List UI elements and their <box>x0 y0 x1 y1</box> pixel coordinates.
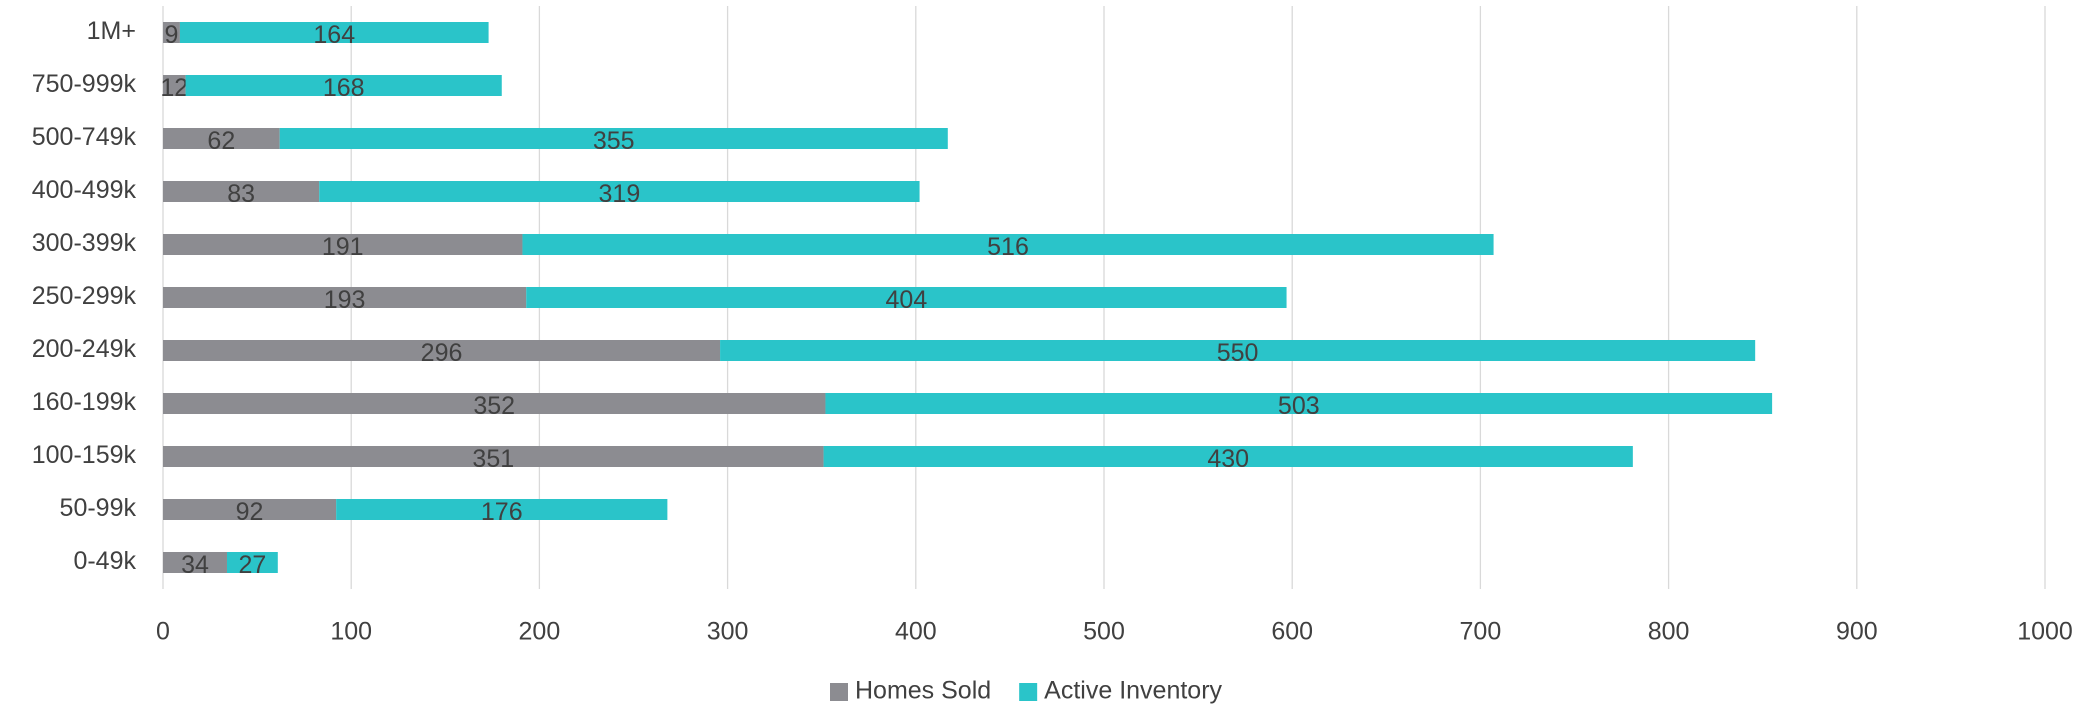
legend-swatch <box>830 683 848 701</box>
y-tick-label: 1M+ <box>87 17 136 45</box>
data-label: 296 <box>421 339 463 367</box>
data-label: 191 <box>322 233 364 261</box>
data-label: 176 <box>481 498 523 526</box>
bar-segment <box>823 446 1633 467</box>
bar-segment <box>526 287 1287 308</box>
y-tick-label: 100-159k <box>32 441 137 469</box>
bar-segment <box>163 340 721 361</box>
bar-segment <box>226 552 278 573</box>
data-label: 34 <box>181 551 209 579</box>
x-tick-label: 300 <box>707 618 749 646</box>
data-label: 12 <box>160 74 188 102</box>
data-label: 503 <box>1278 392 1320 420</box>
bar-segment <box>163 234 523 255</box>
bar-segment <box>522 234 1494 255</box>
x-tick-label: 600 <box>1271 618 1313 646</box>
data-label: 351 <box>472 445 514 473</box>
x-tick-label: 400 <box>895 618 937 646</box>
x-tick-label: 500 <box>1083 618 1125 646</box>
bar-segment <box>163 75 186 96</box>
bar-segment <box>163 181 320 202</box>
data-label: 516 <box>987 233 1029 261</box>
data-label: 83 <box>227 180 255 208</box>
bar-segment <box>279 128 948 149</box>
x-tick-label: 700 <box>1460 618 1502 646</box>
y-tick-label: 0-49k <box>73 547 136 575</box>
y-tick-label: 250-299k <box>32 282 137 310</box>
y-tick-label: 500-749k <box>32 123 137 151</box>
bar-segment <box>163 128 280 149</box>
y-tick-label: 750-999k <box>32 70 137 98</box>
x-tick-label: 800 <box>1648 618 1690 646</box>
bar-segment <box>163 287 527 308</box>
data-label: 550 <box>1217 339 1259 367</box>
x-tick-label: 1000 <box>2017 618 2073 646</box>
legend-label: Active Inventory <box>1044 677 1222 705</box>
y-tick-label: 400-499k <box>32 176 137 204</box>
data-label: 168 <box>323 74 365 102</box>
data-label: 27 <box>238 551 266 579</box>
x-tick-label: 200 <box>519 618 561 646</box>
bar-segment <box>825 393 1773 414</box>
y-tick-label: 50-99k <box>60 494 137 522</box>
legend-label: Homes Sold <box>855 677 991 705</box>
bar-segment <box>163 22 180 43</box>
bar-segment <box>163 446 824 467</box>
data-label: 92 <box>236 498 264 526</box>
data-label: 62 <box>207 127 235 155</box>
legend-swatch <box>1019 683 1038 701</box>
bar-segment <box>185 75 502 96</box>
data-label: 193 <box>324 286 366 314</box>
data-label: 404 <box>886 286 928 314</box>
data-label: 355 <box>593 127 635 155</box>
bar-segment <box>720 340 1756 361</box>
data-label: 430 <box>1207 445 1249 473</box>
bar-segment <box>179 22 489 43</box>
y-tick-label: 300-399k <box>32 229 137 257</box>
x-tick-label: 900 <box>1836 618 1878 646</box>
bar-segment <box>163 499 337 520</box>
data-label: 352 <box>473 392 515 420</box>
data-label: 319 <box>599 180 641 208</box>
bar-segment <box>319 181 920 202</box>
bar-segment <box>163 393 826 414</box>
x-tick-label: 100 <box>330 618 372 646</box>
bar-segment <box>336 499 668 520</box>
y-tick-label: 160-199k <box>32 388 137 416</box>
bar-segment <box>163 552 227 573</box>
x-tick-label: 0 <box>156 618 170 646</box>
data-label: 9 <box>165 21 179 49</box>
y-tick-label: 200-249k <box>32 335 137 363</box>
data-label: 164 <box>313 21 355 49</box>
